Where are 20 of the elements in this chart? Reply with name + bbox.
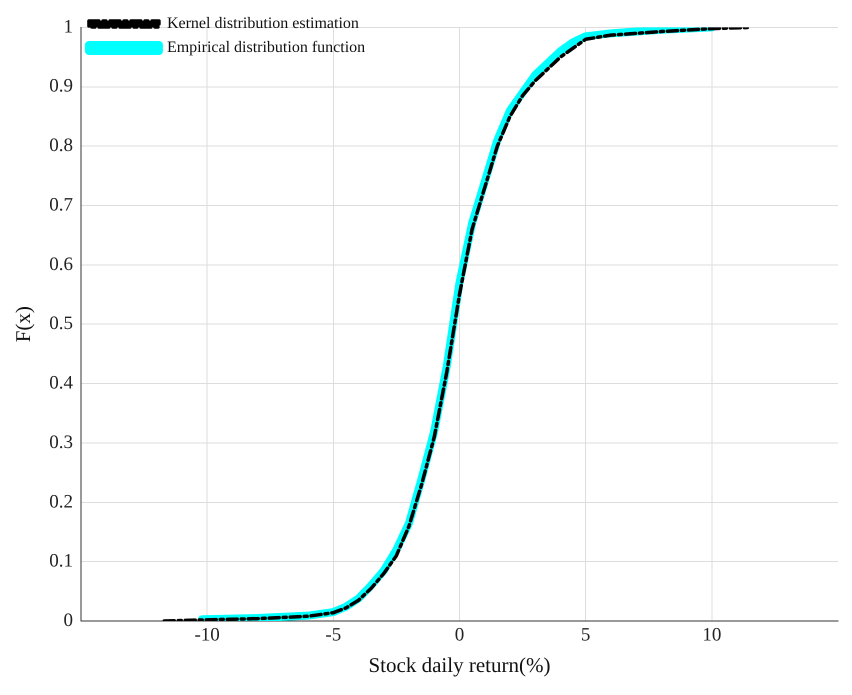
legend-label: Kernel distribution estimation bbox=[166, 15, 359, 32]
y-tick-label: 0.2 bbox=[49, 491, 73, 512]
y-tick-label: 0.5 bbox=[49, 313, 73, 334]
y-tick-label: 0.9 bbox=[49, 76, 73, 97]
x-tick-label: 0 bbox=[454, 624, 464, 646]
x-tick-label: -5 bbox=[325, 624, 342, 646]
y-tick-label: 0 bbox=[63, 610, 73, 631]
y-tick-label: 0.6 bbox=[49, 254, 73, 275]
y-tick-label: 1 bbox=[63, 16, 73, 38]
y-tick-label: 0.1 bbox=[49, 550, 73, 572]
y-tick-label: 0.3 bbox=[49, 432, 73, 453]
x-tick-label: 5 bbox=[580, 624, 590, 646]
x-axis-title: Stock daily return(%) bbox=[368, 652, 550, 677]
y-tick-label: 0.7 bbox=[49, 194, 73, 216]
x-tick-label: 10 bbox=[702, 624, 722, 646]
y-tick-label: 0.4 bbox=[49, 372, 74, 394]
y-tick-label: 0.8 bbox=[49, 135, 73, 156]
x-tick-label: -10 bbox=[194, 624, 220, 646]
y-axis-title: F(x) bbox=[11, 306, 36, 342]
legend-label: Empirical distribution function bbox=[166, 39, 366, 56]
